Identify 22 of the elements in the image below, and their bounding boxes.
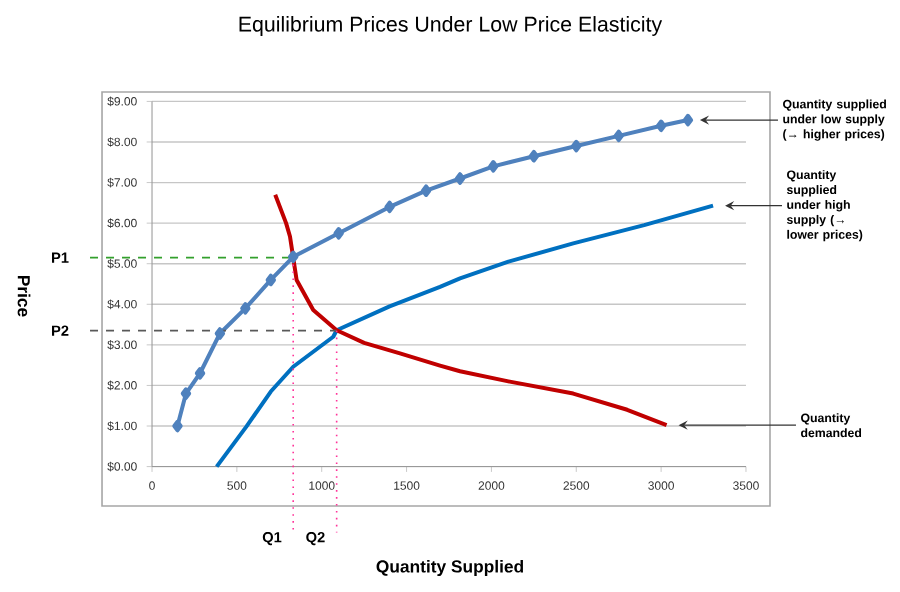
point <box>384 200 395 214</box>
point <box>180 387 192 400</box>
point <box>194 367 206 380</box>
point <box>333 227 344 240</box>
point <box>420 184 432 197</box>
point <box>214 327 226 340</box>
point <box>172 419 183 433</box>
point <box>528 149 540 163</box>
point <box>454 172 466 185</box>
point <box>655 119 667 133</box>
point <box>240 302 251 315</box>
y-axis-title: Price <box>17 275 31 317</box>
point <box>682 113 694 127</box>
point <box>265 273 277 287</box>
x-axis-title: Quantity Supplied <box>376 559 524 577</box>
point <box>613 129 624 143</box>
line-series <box>273 192 669 428</box>
point <box>288 250 299 264</box>
point <box>488 160 499 173</box>
chart-title: Equilibrium Prices Under Low Price Elasticity <box>239 16 663 36</box>
point <box>571 139 582 153</box>
line-series <box>214 203 716 469</box>
